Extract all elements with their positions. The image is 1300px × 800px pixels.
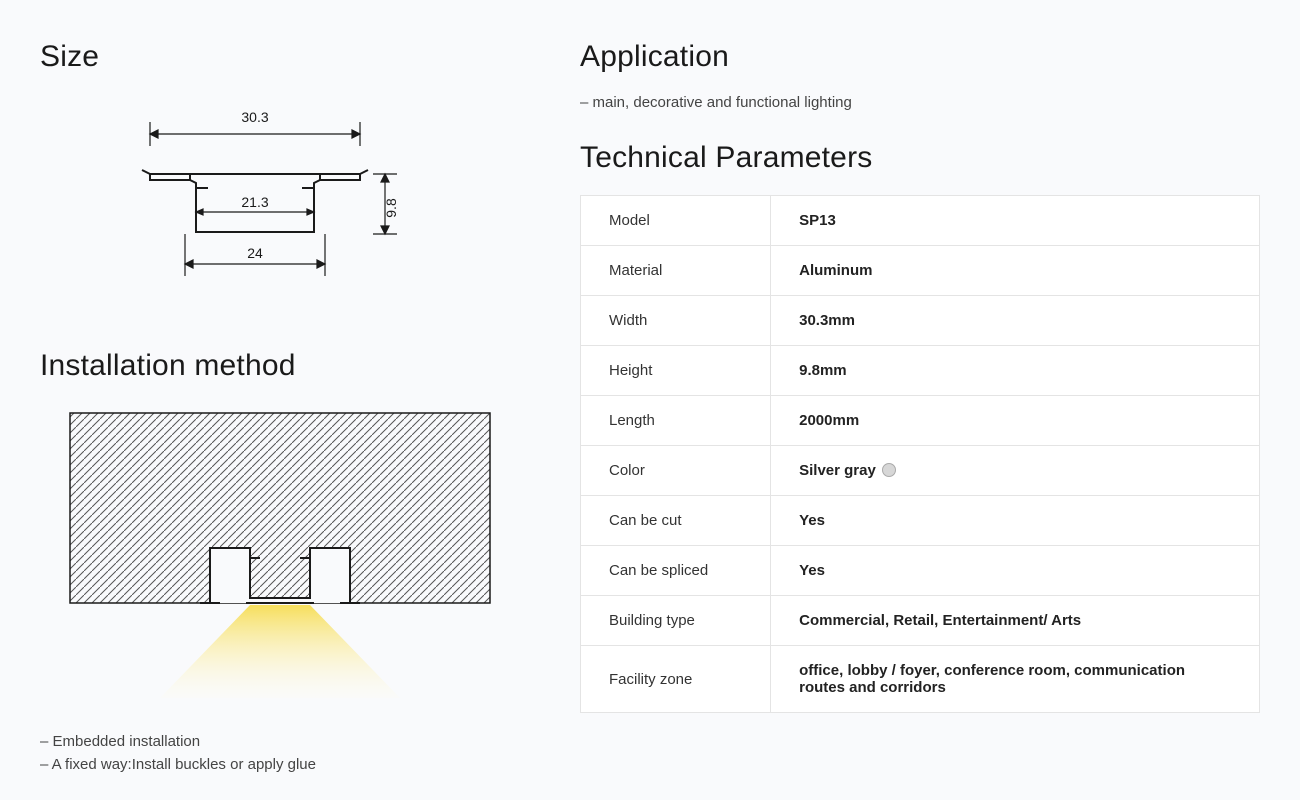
param-label: Model xyxy=(581,196,771,246)
param-value: Yes xyxy=(771,496,1260,546)
param-label: Can be cut xyxy=(581,496,771,546)
table-row: ColorSilver gray xyxy=(581,446,1260,496)
param-value: 2000mm xyxy=(771,396,1260,446)
table-row: Can be splicedYes xyxy=(581,546,1260,596)
table-row: Height9.8mm xyxy=(581,346,1260,396)
technical-parameters-table: ModelSP13MaterialAluminumWidth30.3mmHeig… xyxy=(580,195,1260,713)
param-value: office, lobby / foyer, conference room, … xyxy=(771,646,1260,713)
param-value: Silver gray xyxy=(771,446,1260,496)
param-label: Color xyxy=(581,446,771,496)
param-label: Width xyxy=(581,296,771,346)
param-label: Building type xyxy=(581,596,771,646)
param-value: Aluminum xyxy=(771,246,1260,296)
table-row: Can be cutYes xyxy=(581,496,1260,546)
dim-height: 9.8 xyxy=(383,198,399,218)
installation-notes: – Embedded installation – A fixed way:In… xyxy=(40,733,530,773)
technical-heading: Technical Parameters xyxy=(580,141,1260,175)
application-note: – main, decorative and functional lighti… xyxy=(580,94,1260,111)
installation-diagram xyxy=(60,403,530,708)
dim-width-inner: 21.3 xyxy=(241,194,268,210)
param-value: Yes xyxy=(771,546,1260,596)
install-note-2: – A fixed way:Install buckles or apply g… xyxy=(40,756,530,773)
param-value: 30.3mm xyxy=(771,296,1260,346)
param-value: SP13 xyxy=(771,196,1260,246)
dim-width-bottom: 24 xyxy=(247,245,263,261)
install-note-1: – Embedded installation xyxy=(40,733,530,750)
color-swatch xyxy=(882,463,896,477)
installation-heading: Installation method xyxy=(40,349,530,383)
size-diagram: 30.3 xyxy=(140,104,530,309)
table-row: Length2000mm xyxy=(581,396,1260,446)
param-label: Facility zone xyxy=(581,646,771,713)
table-row: Building typeCommercial, Retail, Enterta… xyxy=(581,596,1260,646)
table-row: Facility zoneoffice, lobby / foyer, conf… xyxy=(581,646,1260,713)
param-label: Material xyxy=(581,246,771,296)
application-heading: Application xyxy=(580,40,1260,74)
dim-width-top: 30.3 xyxy=(241,109,268,125)
param-label: Can be spliced xyxy=(581,546,771,596)
table-row: ModelSP13 xyxy=(581,196,1260,246)
table-row: MaterialAluminum xyxy=(581,246,1260,296)
param-value: Commercial, Retail, Entertainment/ Arts xyxy=(771,596,1260,646)
param-label: Height xyxy=(581,346,771,396)
param-label: Length xyxy=(581,396,771,446)
param-value: 9.8mm xyxy=(771,346,1260,396)
size-heading: Size xyxy=(40,40,530,74)
table-row: Width30.3mm xyxy=(581,296,1260,346)
